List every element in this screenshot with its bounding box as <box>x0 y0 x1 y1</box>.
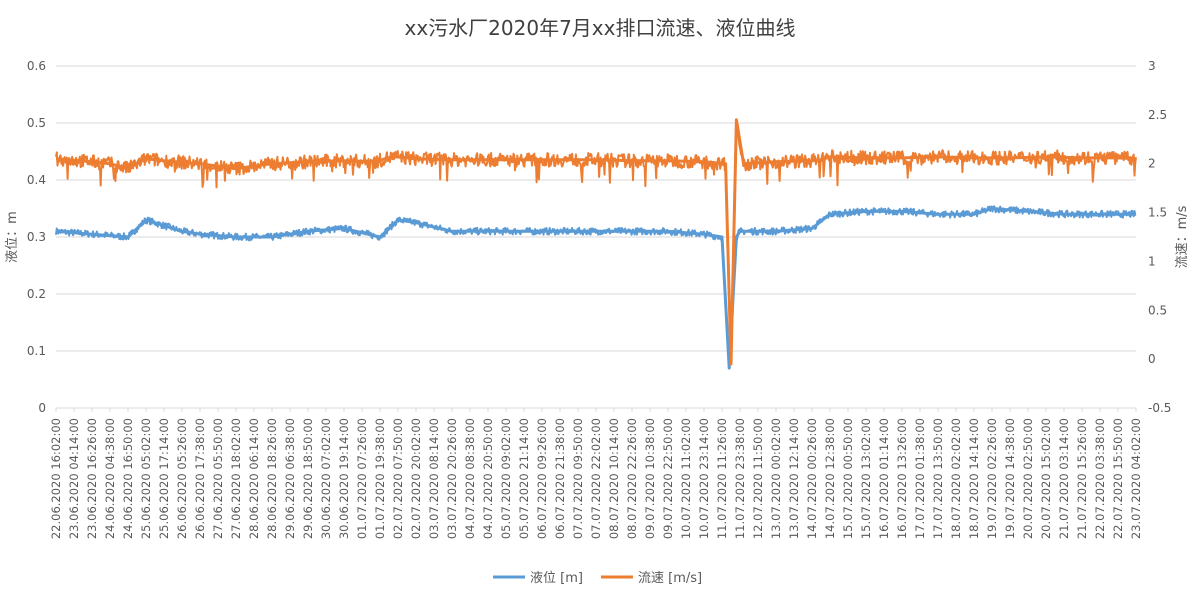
right-tick-label: 2 <box>1148 157 1156 171</box>
x-tick-label: 05.07.2020 21:14:00 <box>517 418 531 539</box>
series-lines <box>55 118 1137 370</box>
x-tick-label: 07.07.2020 22:02:00 <box>589 418 603 539</box>
x-tick-label: 22.07.2020 03:38:00 <box>1093 418 1107 539</box>
x-tick-label: 15.07.2020 00:50:00 <box>841 418 855 539</box>
x-tick-label: 17.07.2020 13:50:00 <box>931 418 945 539</box>
x-tick-label: 29.06.2020 06:38:00 <box>283 418 297 539</box>
x-tick-label: 23.06.2020 04:14:00 <box>67 418 81 539</box>
right-tick-label: 1 <box>1148 254 1156 268</box>
right-axis-ticks: -0.5 0 0.5 1 1.5 2 2.5 3 <box>1148 59 1171 415</box>
x-tick-label: 01.07.2020 19:38:00 <box>373 418 387 539</box>
left-tick-label: 0.1 <box>27 344 46 358</box>
x-tick-label: 13.07.2020 00:02:00 <box>769 418 783 539</box>
x-tick-label: 05.07.2020 09:02:00 <box>499 418 513 539</box>
legend: 液位 [m] 流速 [m/s] <box>493 571 702 586</box>
x-tick-label: 03.07.2020 08:14:00 <box>427 418 441 539</box>
x-tick-label: 08.07.2020 10:14:00 <box>607 418 621 539</box>
x-tick-label: 14.07.2020 00:26:00 <box>805 418 819 539</box>
x-tick-label: 18.07.2020 02:02:00 <box>949 418 963 539</box>
x-tick-label: 21.07.2020 03:14:00 <box>1057 418 1071 539</box>
x-tick-label: 24.06.2020 04:38:00 <box>103 418 117 539</box>
left-tick-label: 0.2 <box>27 287 46 301</box>
x-tick-label: 30.06.2020 19:14:00 <box>337 418 351 539</box>
chart-title: xx污水厂2020年7月xx排口流速、液位曲线 <box>405 16 796 40</box>
x-tick-label: 10.07.2020 23:14:00 <box>697 418 711 539</box>
x-tick-label: 26.06.2020 17:38:00 <box>193 418 207 539</box>
right-tick-label: 1.5 <box>1148 206 1167 220</box>
gridlines <box>56 65 1136 352</box>
x-tick-label: 22.06.2020 16:02:00 <box>49 418 63 539</box>
x-tick-label: 23.06.2020 16:26:00 <box>85 418 99 539</box>
x-tick-label: 11.07.2020 23:38:00 <box>733 418 747 539</box>
x-tick-label: 12.07.2020 11:50:00 <box>751 418 765 539</box>
x-tick-label: 04.07.2020 08:38:00 <box>463 418 477 539</box>
x-tick-label: 25.06.2020 17:14:00 <box>157 418 171 539</box>
left-tick-label: 0.5 <box>27 116 46 130</box>
x-tick-label: 27.06.2020 05:50:00 <box>211 418 225 539</box>
x-tick-label: 28.06.2020 18:26:00 <box>265 418 279 539</box>
x-tick-label: 22.07.2020 15:50:00 <box>1111 418 1125 539</box>
x-tick-label: 06.07.2020 21:38:00 <box>553 418 567 539</box>
x-tick-label: 19.07.2020 02:26:00 <box>985 418 999 539</box>
series-trend-1 <box>55 118 1137 366</box>
right-tick-label: -0.5 <box>1148 401 1171 415</box>
left-axis-title: 液位：m <box>5 211 20 263</box>
x-tick-label: 20.07.2020 02:50:00 <box>1021 418 1035 539</box>
left-axis-ticks: 0 0.1 0.2 0.3 0.4 0.5 0.6 <box>27 59 46 415</box>
right-tick-label: 2.5 <box>1148 108 1167 122</box>
x-axis-ticks: 22.06.2020 16:02:00 23.06.2020 04:14:00 23… <box>49 408 1143 539</box>
x-tick-label: 02.07.2020 07:50:00 <box>391 418 405 539</box>
x-tick-label: 10.07.2020 11:02:00 <box>679 418 693 539</box>
x-tick-label: 30.06.2020 07:02:00 <box>319 418 333 539</box>
x-tick-label: 28.06.2020 06:14:00 <box>247 418 261 539</box>
x-tick-label: 07.07.2020 09:50:00 <box>571 418 585 539</box>
x-tick-label: 29.06.2020 18:50:00 <box>301 418 315 539</box>
left-tick-label: 0.4 <box>27 173 46 187</box>
x-tick-label: 21.07.2020 15:26:00 <box>1075 418 1089 539</box>
x-tick-label: 13.07.2020 12:14:00 <box>787 418 801 539</box>
x-tick-label: 19.07.2020 14:38:00 <box>1003 418 1017 539</box>
right-axis-title: 流速：m/s <box>1175 205 1190 268</box>
right-tick-label: 3 <box>1148 59 1156 73</box>
x-tick-label: 14.07.2020 12:38:00 <box>823 418 837 539</box>
x-tick-label: 16.07.2020 13:26:00 <box>895 418 909 539</box>
x-tick-label: 04.07.2020 20:50:00 <box>481 418 495 539</box>
x-tick-label: 16.07.2020 01:14:00 <box>877 418 891 539</box>
x-tick-label: 23.07.2020 04:02:00 <box>1129 418 1143 539</box>
x-tick-label: 02.07.2020 20:02:00 <box>409 418 423 539</box>
x-tick-label: 26.06.2020 05:26:00 <box>175 418 189 539</box>
x-tick-label: 09.07.2020 10:38:00 <box>643 418 657 539</box>
x-tick-label: 06.07.2020 09:26:00 <box>535 418 549 539</box>
x-tick-label: 11.07.2020 11:26:00 <box>715 418 729 539</box>
legend-label-velocity: 流速 [m/s] <box>638 571 702 586</box>
right-tick-label: 0.5 <box>1148 303 1167 317</box>
x-tick-label: 08.07.2020 22:26:00 <box>625 418 639 539</box>
x-tick-label: 17.07.2020 01:38:00 <box>913 418 927 539</box>
x-tick-label: 18.07.2020 14:14:00 <box>967 418 981 539</box>
legend-label-level: 液位 [m] <box>530 571 583 586</box>
x-tick-label: 20.07.2020 15:02:00 <box>1039 418 1053 539</box>
x-tick-label: 09.07.2020 22:50:00 <box>661 418 675 539</box>
left-tick-label: 0.6 <box>27 59 46 73</box>
series-trend-0 <box>55 207 1136 370</box>
x-tick-label: 15.07.2020 13:02:00 <box>859 418 873 539</box>
right-tick-label: 0 <box>1148 352 1156 366</box>
x-tick-label: 03.07.2020 20:26:00 <box>445 418 459 539</box>
x-tick-label: 27.06.2020 18:02:00 <box>229 418 243 539</box>
x-tick-label: 24.06.2020 16:50:00 <box>121 418 135 539</box>
left-tick-label: 0.3 <box>27 230 46 244</box>
x-tick-label: 25.06.2020 05:02:00 <box>139 418 153 539</box>
x-tick-label: 01.07.2020 07:26:00 <box>355 418 369 539</box>
left-tick-label: 0 <box>38 401 46 415</box>
